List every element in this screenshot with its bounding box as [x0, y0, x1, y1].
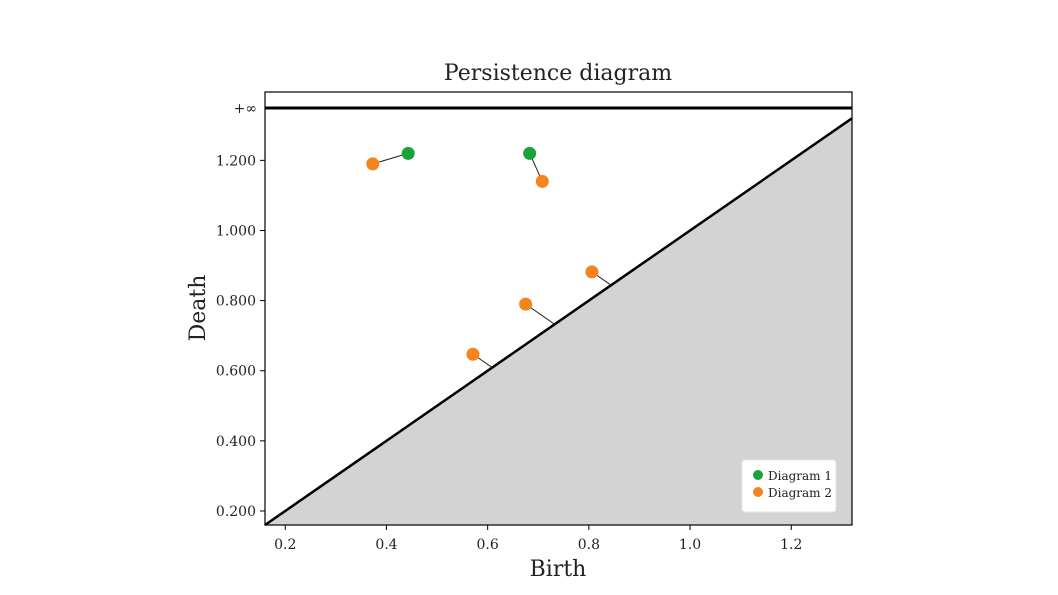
- plot-frame: [264, 91, 853, 526]
- x-axis-label: Birth: [530, 557, 587, 582]
- y-axis-ticks: 0.200 0.400 0.600 0.800 1.000 1.200: [216, 153, 265, 520]
- y-axis-label: Death: [186, 275, 211, 342]
- point-diagram-2-4: [519, 297, 533, 311]
- point-diagram-2-1: [366, 157, 380, 171]
- chart-title: Persistence diagram: [444, 61, 672, 86]
- point-diagram-2-2: [535, 174, 549, 188]
- y-tick-label: 0.200: [216, 504, 256, 520]
- legend-label-diagram-1: Diagram 1: [768, 469, 832, 483]
- diagonal-line: [264, 117, 853, 527]
- legend-label-diagram-2: Diagram 2: [768, 486, 832, 500]
- legend-marker-diagram-1: [753, 470, 763, 480]
- y-tick-label: 1.200: [216, 153, 256, 169]
- data-points: [366, 146, 599, 361]
- x-axis-ticks: 0.2 0.4 0.6 0.8 1.0 1.2: [274, 525, 802, 553]
- x-tick-label: 0.6: [477, 537, 499, 553]
- point-diagram-2-3: [585, 265, 599, 279]
- y-tick-label: 1.000: [216, 223, 256, 239]
- legend-box: [741, 459, 837, 513]
- point-diagram-1-1: [401, 146, 415, 160]
- point-diagram-1-2: [523, 146, 537, 160]
- x-tick-label: 1.2: [780, 537, 802, 553]
- y-tick-label: 0.400: [216, 434, 256, 450]
- y-tick-label: 0.600: [216, 364, 256, 380]
- infinity-tick-label: +∞: [234, 101, 257, 117]
- y-tick-label: 0.800: [216, 294, 256, 310]
- legend: Diagram 1 Diagram 2: [741, 459, 837, 513]
- x-tick-label: 0.8: [578, 537, 600, 553]
- x-tick-label: 1.0: [679, 537, 701, 553]
- x-tick-label: 0.4: [375, 537, 397, 553]
- x-tick-label: 0.2: [274, 537, 296, 553]
- point-diagram-2-5: [466, 347, 480, 361]
- legend-marker-diagram-2: [753, 487, 763, 497]
- plot-area: [264, 91, 853, 527]
